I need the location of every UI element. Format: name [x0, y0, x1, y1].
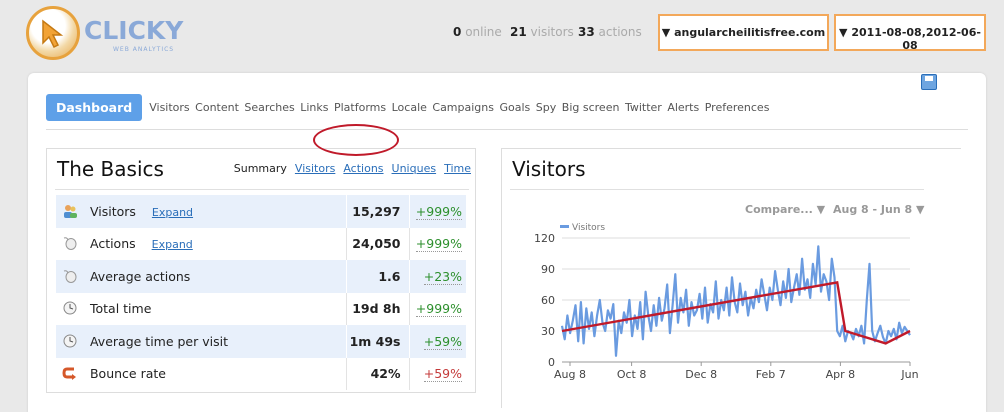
- expand-visitors-link[interactable]: Expand: [151, 205, 194, 219]
- tab-spy[interactable]: Spy: [535, 100, 557, 114]
- tab-dashboard[interactable]: Dashboard: [46, 93, 143, 121]
- tab-platforms[interactable]: Platforms: [333, 100, 387, 114]
- visitors-divider: [510, 189, 924, 190]
- basics-title: The Basics: [57, 157, 164, 181]
- site-selector[interactable]: ▼ angularcheilitisfree.com: [658, 14, 829, 51]
- basics-row-value: 1m 49s: [345, 325, 410, 358]
- basics-tab-time[interactable]: Time: [444, 162, 471, 175]
- tab-big-screen[interactable]: Big screen: [561, 100, 620, 114]
- online-stat[interactable]: 0 online: [453, 25, 502, 39]
- basics-row-bounce-rate[interactable]: Bounce rate 42% +59%: [56, 357, 466, 390]
- basics-row-value: 1.6: [345, 260, 410, 293]
- tab-searches[interactable]: Searches: [244, 100, 295, 114]
- visitors-stat[interactable]: 21 visitors: [510, 25, 574, 39]
- y-tick-label: 90: [541, 263, 555, 276]
- basics-row-total-time[interactable]: Total time 19d 8h +999%: [56, 292, 466, 325]
- basics-tab-visitors[interactable]: Visitors: [294, 162, 336, 175]
- basics-row-change[interactable]: +59%: [423, 333, 462, 350]
- clock-icon: [63, 334, 77, 348]
- nav-divider: [46, 129, 968, 130]
- basics-row-avg-time[interactable]: Average time per visit 1m 49s +59%: [56, 325, 466, 358]
- basics-row-label: Actions: [89, 236, 136, 252]
- basics-tab-actions[interactable]: Actions: [343, 162, 384, 175]
- basics-row-value: 42%: [345, 357, 410, 390]
- x-tick-label: Feb 7: [756, 368, 786, 381]
- tab-twitter[interactable]: Twitter: [624, 100, 662, 114]
- mouse-icon: [63, 237, 77, 251]
- visitors-panel: Visitors Compare... ▼ Aug 8 - Jun 8 ▼: [501, 148, 961, 408]
- basics-row-label: Average actions: [89, 268, 191, 284]
- tab-links[interactable]: Links: [300, 100, 329, 114]
- y-tick-label: 0: [548, 356, 555, 369]
- tab-alerts[interactable]: Alerts: [667, 100, 700, 114]
- tab-preferences[interactable]: Preferences: [704, 100, 770, 114]
- actions-stat[interactable]: 33 actions: [578, 25, 642, 39]
- basics-row-value: 15,297: [345, 195, 410, 228]
- range-dropdown[interactable]: Aug 8 - Jun 8 ▼: [833, 203, 925, 216]
- bounce-icon: [62, 367, 76, 381]
- x-tick-label: Apr 8: [826, 368, 856, 381]
- legend-swatch: [560, 225, 569, 228]
- basics-row-change[interactable]: +59%: [423, 366, 462, 383]
- basics-row-label: Visitors: [89, 203, 136, 219]
- x-tick-label: Dec 8: [685, 368, 717, 381]
- trend-annotation-line: [561, 281, 911, 345]
- basics-tab-uniques[interactable]: Uniques: [391, 162, 437, 175]
- basics-tab-summary[interactable]: Summary: [233, 162, 287, 175]
- logo-wordmark: CLICKY: [84, 16, 184, 45]
- visitors-count: 21: [510, 25, 527, 39]
- y-tick-label: 60: [541, 294, 555, 307]
- date-range-selector[interactable]: ▼ 2011-08-08,2012-06-08: [834, 14, 986, 52]
- basics-row-average-actions[interactable]: Average actions 1.6 +23%: [56, 260, 466, 293]
- visitors-chart: 0 30 60 90 120 Aug 8 Oct 8 Dec 8 Feb 7 Apr 8 Jun: [534, 233, 919, 381]
- tab-locale[interactable]: Locale: [391, 100, 427, 114]
- basics-row-label: Bounce rate: [89, 366, 166, 382]
- logo-tagline: WEB ANALYTICS: [113, 46, 175, 53]
- basics-table: Visitors Expand 15,297 +999% Actions Exp…: [56, 195, 466, 390]
- mouse-icon: [63, 270, 77, 283]
- main-panel: Dashboard Visitors Content Searches Link…: [28, 73, 986, 412]
- main-nav: Dashboard Visitors Content Searches Link…: [46, 93, 775, 121]
- expand-actions-link[interactable]: Expand: [151, 238, 193, 252]
- visitors-title: Visitors: [512, 157, 586, 181]
- online-label: online: [465, 25, 502, 39]
- y-tick-label: 120: [534, 233, 555, 245]
- x-tick-label: Aug 8: [554, 368, 586, 381]
- visitors-series-line: [560, 245, 911, 357]
- logo-cursor-icon: [26, 6, 80, 60]
- legend-label: Visitors: [572, 223, 606, 233]
- basics-panel: The Basics Summary Visitors Actions Uniq…: [46, 148, 476, 393]
- compare-dropdown[interactable]: Compare... ▼: [745, 203, 826, 216]
- tab-visitors[interactable]: Visitors: [149, 100, 190, 114]
- visitors-label: visitors: [530, 25, 574, 39]
- x-tick-label: Oct 8: [617, 368, 647, 381]
- chart-legend: Visitors: [560, 223, 605, 233]
- basics-row-label: Average time per visit: [89, 333, 228, 349]
- clock-icon: [63, 301, 77, 315]
- basics-row-change[interactable]: +999%: [415, 236, 462, 253]
- actions-label: actions: [598, 25, 642, 39]
- y-tick-label: 30: [541, 325, 555, 338]
- visitors-highlight-annotation: [313, 124, 399, 156]
- basics-row-visitors[interactable]: Visitors Expand 15,297 +999%: [56, 195, 466, 228]
- basics-divider: [55, 189, 469, 190]
- tab-goals[interactable]: Goals: [499, 100, 531, 114]
- tab-campaigns[interactable]: Campaigns: [432, 100, 494, 114]
- clicky-logo[interactable]: CLICKY WEB ANALYTICS: [26, 6, 186, 64]
- basics-row-label: Total time: [89, 301, 152, 317]
- basics-row-value: 19d 8h: [345, 292, 410, 325]
- basics-row-value: 24,050: [345, 227, 410, 260]
- basics-row-change[interactable]: +23%: [423, 268, 462, 285]
- actions-count: 33: [578, 25, 595, 39]
- basics-row-actions[interactable]: Actions Expand 24,050 +999%: [56, 227, 466, 260]
- basics-tabs: Summary Visitors Actions Uniques Time: [226, 162, 471, 175]
- basics-row-change[interactable]: +999%: [415, 203, 462, 220]
- online-count: 0: [453, 25, 462, 39]
- visitors-icon: [64, 204, 77, 218]
- x-tick-label: Jun: [900, 368, 918, 381]
- save-icon[interactable]: [921, 74, 937, 90]
- tab-content[interactable]: Content: [195, 100, 239, 114]
- basics-row-change[interactable]: +999%: [415, 301, 462, 318]
